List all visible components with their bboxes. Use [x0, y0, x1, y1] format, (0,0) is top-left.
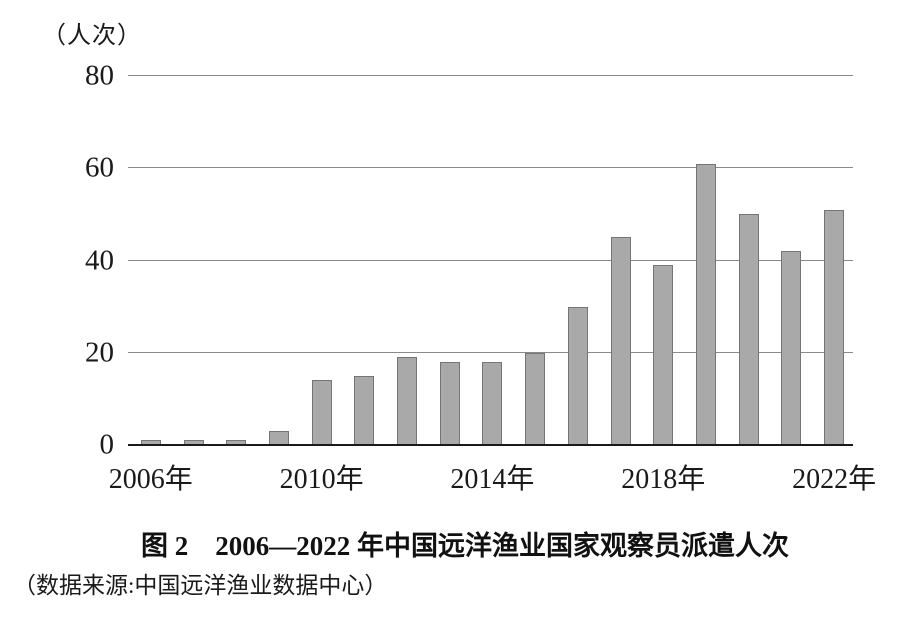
bar-chart-plot-area — [128, 75, 853, 446]
bar-2021 — [781, 251, 802, 445]
x-tick-label-2006: 2006年 — [108, 464, 193, 495]
bar-2009 — [268, 431, 289, 445]
gridline-y-20 — [128, 351, 853, 353]
gridline-y-80 — [128, 75, 853, 76]
bar-2013 — [439, 361, 460, 445]
bar-2006 — [140, 440, 161, 445]
y-tick-label-60: 60 — [85, 151, 114, 184]
bar-2014 — [482, 361, 503, 445]
y-tick-label-20: 20 — [85, 336, 114, 369]
bar-2019 — [695, 163, 716, 445]
bar-2007 — [183, 440, 204, 445]
x-tick-label-2014: 2014年 — [450, 464, 535, 495]
data-source-note: （数据来源:中国远洋渔业数据中心） — [13, 573, 388, 598]
x-tick-label-2022: 2022年 — [792, 464, 877, 495]
y-tick-label-40: 40 — [85, 244, 114, 276]
bar-2017 — [610, 237, 631, 445]
x-tick-label-2010: 2010年 — [279, 464, 364, 495]
x-tick-label-2018: 2018年 — [621, 464, 706, 495]
bar-2008 — [226, 440, 247, 445]
bar-2018 — [653, 265, 674, 445]
gridline-y-40 — [128, 259, 853, 261]
bar-2022 — [824, 209, 845, 445]
gridline-y-60 — [128, 167, 853, 169]
bar-2011 — [354, 375, 375, 445]
y-tick-label-80: 80 — [85, 59, 114, 92]
bar-2012 — [397, 357, 418, 445]
bar-2015 — [525, 352, 546, 445]
x-axis-line — [128, 444, 853, 446]
y-tick-label-0: 0 — [99, 428, 115, 461]
bar-2016 — [567, 306, 588, 445]
bar-2020 — [738, 214, 759, 445]
figure-caption: 图 2 2006—2022 年中国远洋渔业国家观察员派遣人次 — [141, 531, 789, 561]
bar-2010 — [311, 380, 332, 445]
y-axis-unit-label: （人次） — [42, 23, 142, 49]
